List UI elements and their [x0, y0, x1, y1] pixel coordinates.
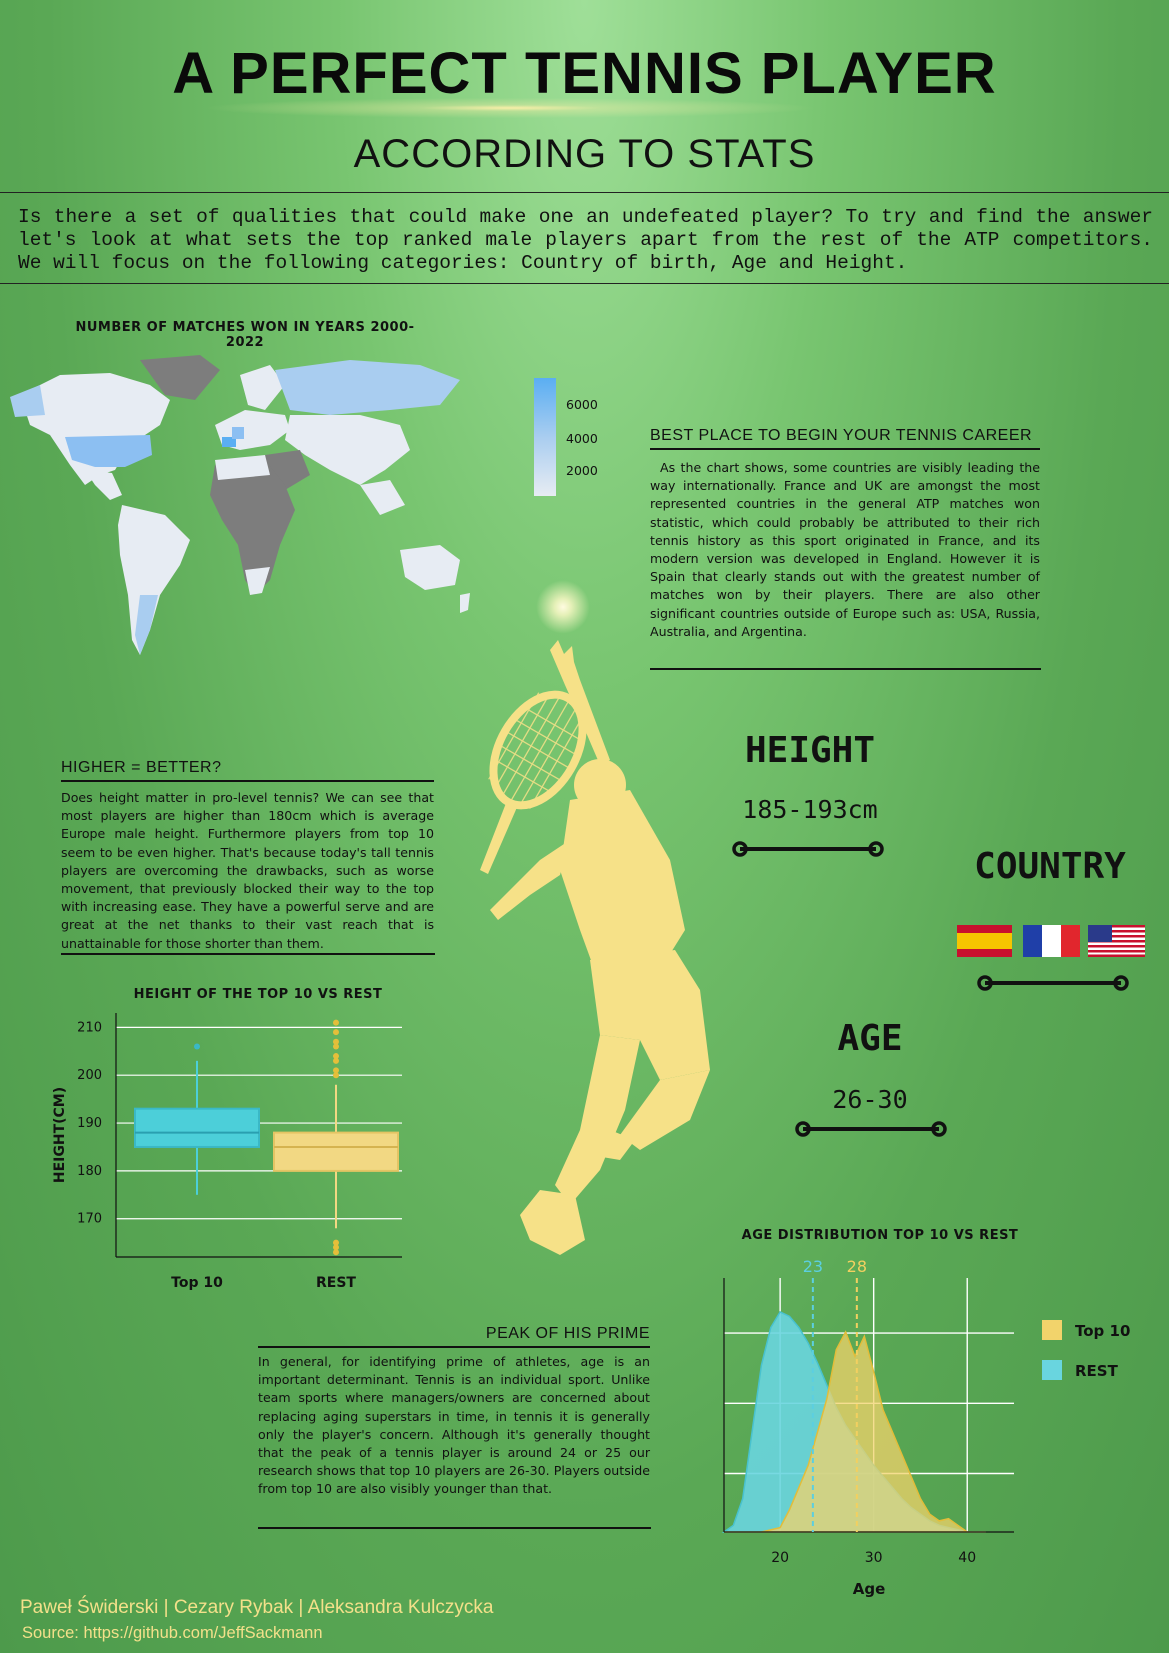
age-legend-label: REST — [1075, 1362, 1119, 1380]
map-region-france — [232, 427, 244, 439]
height-text: Does height matter in pro-level tennis? … — [61, 790, 434, 951]
map-region-africa — [210, 460, 295, 595]
divider-bottom — [0, 283, 1169, 284]
spain-flag-icon — [957, 925, 1012, 957]
age-legend-label: Top 10 — [1075, 1322, 1130, 1340]
page-subtitle: ACCORDING TO STATS — [353, 132, 816, 176]
career-text: As the chart shows, some countries are v… — [650, 460, 1040, 639]
prime-underline — [258, 1527, 651, 1529]
map-region-mexico — [85, 470, 122, 500]
map-region-greenland — [140, 355, 220, 400]
age-area-top10 — [724, 1330, 986, 1533]
divider-top — [0, 192, 1169, 193]
map-region-argentina — [135, 595, 158, 655]
map-region-north-africa — [215, 455, 270, 480]
boxplot-y-tick: 210 — [77, 1020, 102, 1035]
ball-sparkle — [536, 580, 590, 634]
intro-text: Is there a set of qualities that could m… — [18, 206, 1153, 274]
height-connector — [732, 841, 884, 857]
boxplot-outlier — [194, 1043, 200, 1050]
boxplot-y-tick: 190 — [77, 1116, 102, 1131]
age-marker-label: 28 — [847, 1257, 867, 1276]
france-flag-icon — [1023, 925, 1080, 957]
map-region-scandinavia — [240, 365, 285, 410]
boxplot-outlier — [333, 1019, 339, 1026]
map-legend-colorbar — [534, 378, 556, 496]
map-legend-tick-2000: 2000 — [566, 463, 598, 478]
prime-heading: PEAK OF HIS PRIME — [258, 1325, 650, 1348]
tennis-player-silhouette — [480, 640, 710, 1255]
map-legend-tick-4000: 4000 — [566, 431, 598, 446]
map-region-spain — [222, 437, 236, 447]
boxplot-category-label: REST — [316, 1275, 356, 1291]
age-marker-label: 23 — [803, 1257, 823, 1276]
height-heading: HIGHER = BETTER? — [61, 759, 434, 782]
map-region-australia — [400, 545, 460, 590]
boxplot-outlier — [333, 1057, 339, 1064]
career-heading: BEST PLACE TO BEGIN YOUR TENNIS CAREER — [650, 427, 1040, 450]
boxplot-y-tick: 200 — [77, 1068, 102, 1083]
age-x-tick: 40 — [958, 1550, 976, 1566]
boxplot-outlier — [333, 1053, 339, 1060]
map-region-south-africa — [245, 567, 270, 595]
world-map — [10, 355, 470, 655]
boxplot-title: HEIGHT OF THE TOP 10 VS REST — [133, 987, 383, 1002]
authors-credit: Paweł Świderski | Cezary Rybak | Aleksan… — [20, 1597, 494, 1618]
boxplot-outlier — [333, 1244, 339, 1251]
age-stat-value: 26-30 — [832, 1085, 908, 1114]
prime-text: In general, for identifying prime of ath… — [258, 1354, 650, 1497]
map-title: NUMBER OF MATCHES WON IN YEARS 2000-2022 — [75, 320, 415, 350]
height-stat-value: 185-193cm — [742, 795, 878, 824]
height-stat-label: HEIGHT — [744, 730, 876, 771]
boxplot-box — [134, 1107, 260, 1148]
boxplot-outlier — [333, 1072, 339, 1079]
age-distribution-chart: 20 30 40 23 28 Age Top 10 REST — [721, 1257, 1130, 1598]
age-connector — [795, 1121, 947, 1137]
age-x-tick: 20 — [771, 1550, 789, 1566]
age-stat-label: AGE — [837, 1018, 903, 1059]
height-boxplot: 170 180 190 200 210 HEIGHT(CM) Top 10 REST — [52, 1013, 402, 1291]
boxplot-outlier — [333, 1038, 339, 1045]
boxplot-y-tick: 170 — [77, 1212, 102, 1227]
country-connector — [977, 975, 1129, 991]
boxplot-outlier — [333, 1067, 339, 1074]
age-legend-swatch — [1042, 1360, 1062, 1380]
usa-flag-icon — [1088, 925, 1145, 957]
boxplot-outlier — [333, 1239, 339, 1246]
map-region-usa — [65, 435, 152, 467]
map-region-russia — [275, 360, 460, 415]
age-x-tick: 30 — [865, 1550, 883, 1566]
map-region-alaska — [10, 385, 45, 417]
country-stat-label: COUNTRY — [974, 846, 1126, 887]
height-underline — [61, 953, 435, 955]
map-legend-tick-6000: 6000 — [566, 397, 598, 412]
map-region-nz — [460, 593, 470, 613]
page-title: A PERFECT TENNIS PLAYER — [172, 41, 997, 106]
boxplot-y-label: HEIGHT(CM) — [52, 1087, 68, 1183]
title-glow — [150, 96, 870, 120]
age-legend-swatch — [1042, 1320, 1062, 1340]
map-region-asia — [285, 415, 410, 485]
map-region-south-america — [118, 505, 190, 655]
age-x-label: Age — [853, 1580, 886, 1598]
boxplot-box — [273, 1131, 399, 1172]
career-underline — [650, 668, 1041, 670]
map-region-se-asia — [360, 480, 405, 515]
boxplot-outlier — [333, 1249, 339, 1256]
map-region-north-america — [20, 373, 170, 485]
age-dist-title: AGE DISTRIBUTION TOP 10 VS REST — [741, 1228, 1019, 1243]
boxplot-outlier — [333, 1043, 339, 1050]
boxplot-y-tick: 180 — [77, 1164, 102, 1179]
data-source: Source: https://github.com/JeffSackmann — [22, 1624, 323, 1642]
boxplot-category-label: Top 10 — [171, 1275, 223, 1291]
boxplot-outlier — [333, 1029, 339, 1036]
